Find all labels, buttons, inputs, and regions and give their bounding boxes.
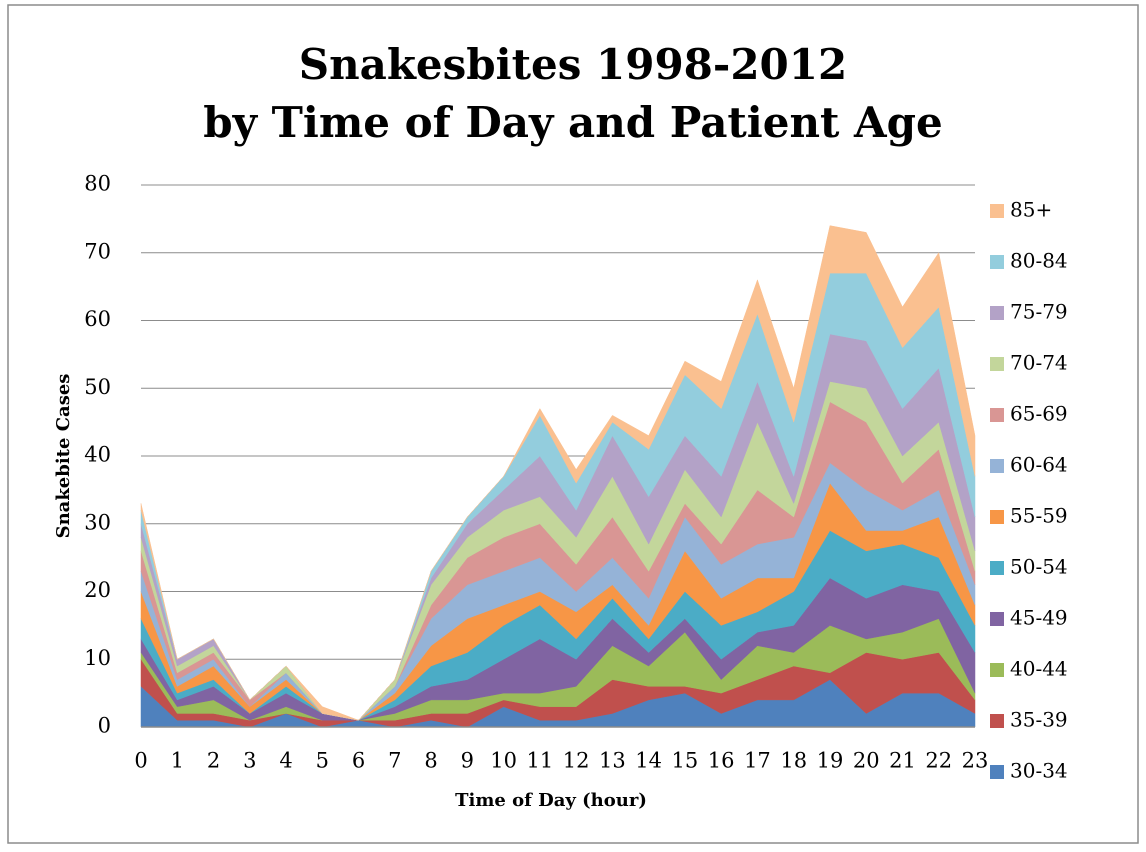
x-tick-label: 20 [853,749,880,773]
y-tick-label: 70 [84,239,111,263]
x-axis-title: Time of Day (hour) [455,790,647,811]
legend-swatch [990,612,1004,626]
y-tick-label: 0 [98,714,111,738]
x-tick-label: 5 [316,749,329,773]
x-tick-label: 2 [207,749,220,773]
legend-label: 55-59 [1010,504,1068,528]
y-tick-label: 10 [84,646,111,670]
legend-swatch [990,408,1004,422]
y-tick-label: 20 [84,578,111,602]
x-tick-label: 10 [490,749,517,773]
x-tick-label: 21 [889,749,916,773]
y-tick-label: 80 [84,172,111,196]
legend-label: 75-79 [1010,300,1068,324]
y-tick-label: 40 [84,443,111,467]
x-tick-label: 15 [672,749,699,773]
x-tick-label: 19 [817,749,844,773]
x-tick-label: 11 [527,749,554,773]
x-tick-label: 12 [563,749,590,773]
legend-swatch [990,306,1004,320]
y-tick-label: 30 [84,510,111,534]
x-tick-label: 18 [780,749,807,773]
legend-label: 30-34 [1010,759,1068,783]
legend-swatch [990,357,1004,371]
x-tick-label: 4 [279,749,292,773]
x-tick-label: 0 [134,749,147,773]
x-tick-label: 9 [461,749,474,773]
legend-swatch [990,204,1004,218]
legend-swatch [990,459,1004,473]
legend-label: 60-64 [1010,453,1068,477]
legend-swatch [990,510,1004,524]
area [140,225,976,721]
y-axis-title: Snakebite Cases [53,374,74,539]
legend-label: 70-74 [1010,351,1068,375]
legend-swatch [990,255,1004,269]
x-tick-label: 23 [962,749,989,773]
legend-label: 50-54 [1010,555,1068,579]
legend-label: 65-69 [1010,402,1068,426]
x-tick-label: 14 [635,749,662,773]
x-tick-label: 16 [708,749,735,773]
chart-title: Snakesbites 1998-2012 [299,40,847,89]
legend-label: 80-84 [1010,249,1068,273]
x-tick-label: 3 [243,749,256,773]
legend-swatch [990,663,1004,677]
x-tick-label: 1 [171,749,184,773]
x-tick-label: 8 [424,749,437,773]
x-tick-label: 17 [744,749,771,773]
legend-label: 45-49 [1010,606,1068,630]
legend-label: 40-44 [1010,657,1068,681]
x-tick-label: 22 [925,749,952,773]
legend-swatch [990,714,1004,728]
legend-label: 35-39 [1010,708,1068,732]
chart-title: by Time of Day and Patient Age [203,98,942,147]
y-tick-label: 50 [84,375,111,399]
y-tick-label: 60 [84,307,111,331]
legend-swatch [990,765,1004,779]
x-tick-label: 7 [388,749,401,773]
x-tick-label: 13 [599,749,626,773]
x-tick-label: 6 [352,749,365,773]
legend-label: 85+ [1010,198,1052,222]
legend-swatch [990,561,1004,575]
